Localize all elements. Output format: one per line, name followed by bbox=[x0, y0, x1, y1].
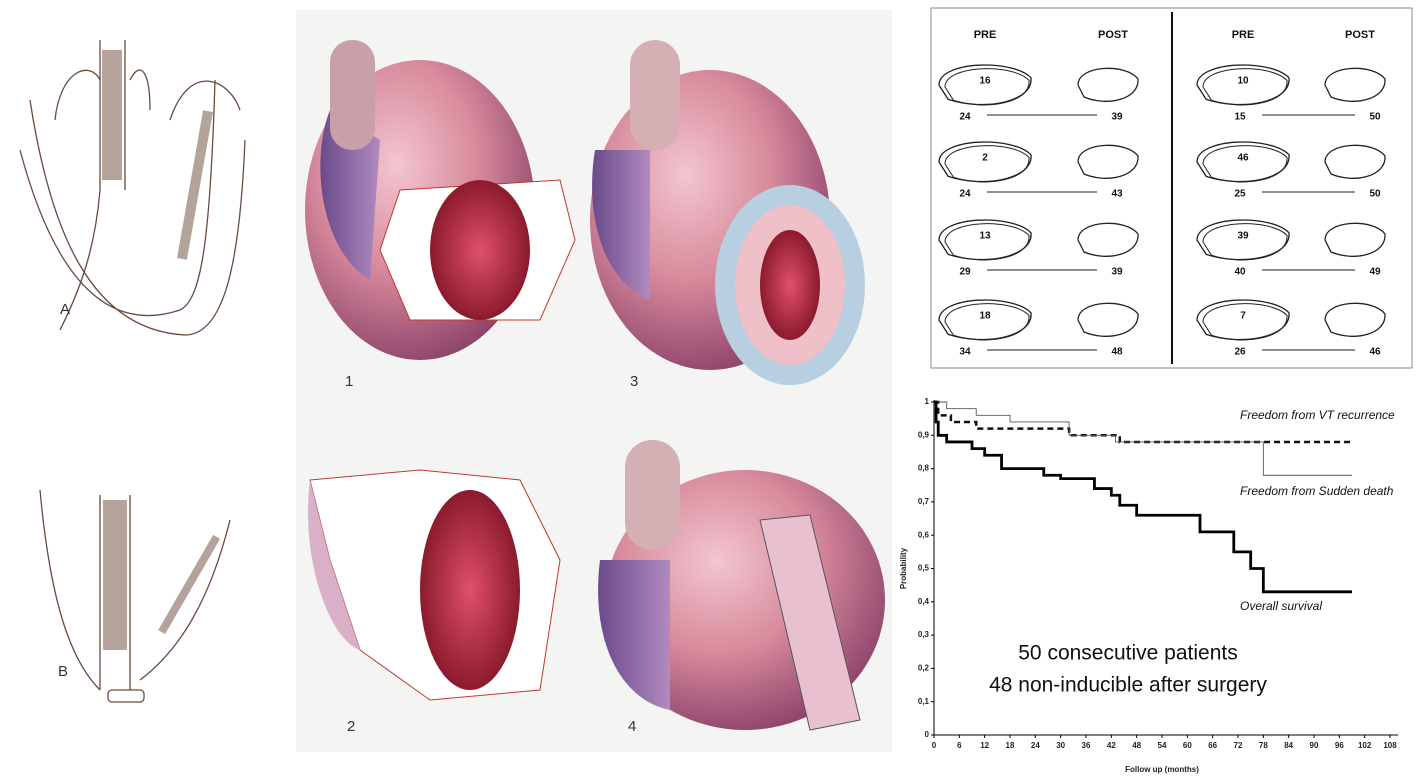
post-outline bbox=[1077, 302, 1139, 337]
panel-label: 1 bbox=[345, 373, 353, 390]
x-tick-label: 42 bbox=[1107, 741, 1116, 750]
y-tick-label: 0,9 bbox=[918, 430, 930, 439]
x-tick-label: 12 bbox=[980, 741, 989, 750]
pre-value: 25 bbox=[1234, 189, 1246, 200]
x-tick-label: 0 bbox=[932, 741, 937, 750]
y-axis-label: Probability bbox=[899, 547, 908, 589]
post-value: 49 bbox=[1369, 267, 1381, 278]
pre-value: 29 bbox=[959, 267, 971, 278]
y-tick-label: 0,1 bbox=[918, 697, 930, 706]
x-tick-label: 90 bbox=[1310, 741, 1319, 750]
post-outline bbox=[1324, 222, 1386, 257]
line-drawings bbox=[19, 40, 246, 703]
pre-outline bbox=[944, 145, 1030, 183]
post-outline bbox=[1077, 144, 1139, 179]
pre-value: 34 bbox=[959, 347, 971, 358]
x-tick-label: 78 bbox=[1259, 741, 1268, 750]
y-tick-label: 0,8 bbox=[918, 464, 930, 473]
x-tick-label: 102 bbox=[1358, 741, 1372, 750]
outlines: PRE POST 16 24 39 2 24 43 13 29 39 18 34 48 PRE POST 10 1… bbox=[938, 29, 1386, 358]
pre-outline bbox=[1202, 223, 1288, 261]
inner-value: 39 bbox=[1237, 231, 1249, 242]
inner-value: 10 bbox=[1237, 76, 1249, 87]
pre-outline bbox=[1202, 303, 1288, 341]
series-label: Overall survival bbox=[1240, 599, 1322, 613]
series-line bbox=[934, 400, 1352, 444]
inner-value: 13 bbox=[979, 231, 991, 242]
inner-value: 7 bbox=[1240, 311, 1246, 322]
panel-label: 3 bbox=[630, 373, 638, 390]
survival-chart: 0 0,1 0,2 0,3 0,4 0,5 0,6 0,7 0,8 0,9 1 0 6 12 18 24 30 3… bbox=[899, 397, 1398, 774]
pre-value: 15 bbox=[1234, 112, 1246, 123]
x-tick-label: 108 bbox=[1383, 741, 1397, 750]
pre-value: 24 bbox=[959, 189, 971, 200]
post-outline bbox=[1077, 222, 1139, 257]
y-tick-label: 0,4 bbox=[918, 597, 930, 606]
series-label: Freedom from VT recurrence bbox=[1240, 408, 1395, 422]
pre-outline bbox=[1202, 68, 1288, 106]
x-tick-label: 66 bbox=[1208, 741, 1217, 750]
y-tick-label: 0,6 bbox=[918, 530, 930, 539]
pre-outline bbox=[1202, 145, 1288, 183]
x-tick-label: 24 bbox=[1031, 741, 1040, 750]
x-tick-label: 60 bbox=[1183, 741, 1192, 750]
post-value: 39 bbox=[1111, 267, 1123, 278]
inner-value: 18 bbox=[979, 311, 991, 322]
annotation: 48 non-inducible after surgery bbox=[989, 674, 1267, 697]
x-tick-label: 48 bbox=[1132, 741, 1141, 750]
x-tick-label: 72 bbox=[1234, 741, 1243, 750]
annotation: 50 consecutive patients bbox=[1018, 642, 1237, 665]
series-line bbox=[934, 400, 1352, 594]
x-tick-label: 96 bbox=[1335, 741, 1344, 750]
panel-label: B bbox=[58, 663, 68, 680]
y-tick-label: 0,2 bbox=[918, 664, 930, 673]
series-label: Freedom from Sudden death bbox=[1240, 484, 1394, 498]
post-value: 46 bbox=[1369, 347, 1381, 358]
inner-value: 46 bbox=[1237, 153, 1249, 164]
column-header: PRE bbox=[1232, 29, 1255, 41]
column-header: POST bbox=[1345, 29, 1375, 41]
x-axis-label: Follow up (months) bbox=[1125, 765, 1199, 774]
post-value: 43 bbox=[1111, 189, 1123, 200]
pre-value: 26 bbox=[1234, 347, 1246, 358]
post-value: 50 bbox=[1369, 112, 1381, 123]
panel-label: 2 bbox=[347, 718, 355, 735]
post-outline bbox=[1324, 302, 1386, 337]
post-value: 48 bbox=[1111, 347, 1123, 358]
column-header: PRE bbox=[974, 29, 997, 41]
pre-value: 24 bbox=[959, 112, 971, 123]
y-tick-label: 0 bbox=[925, 730, 930, 739]
x-tick-label: 18 bbox=[1006, 741, 1015, 750]
column-header: POST bbox=[1098, 29, 1128, 41]
post-outline bbox=[1324, 144, 1386, 179]
y-tick-label: 0,7 bbox=[918, 497, 930, 506]
series-line bbox=[934, 401, 1352, 476]
illustrations bbox=[305, 40, 885, 731]
y-tick-label: 0,5 bbox=[918, 564, 930, 573]
post-outline bbox=[1077, 67, 1139, 102]
y-tick-label: 1 bbox=[925, 397, 930, 406]
pre-outline bbox=[944, 68, 1030, 106]
speckles bbox=[102, 50, 221, 650]
y-tick-label: 0,3 bbox=[918, 630, 930, 639]
x-tick-label: 30 bbox=[1056, 741, 1065, 750]
x-tick-label: 36 bbox=[1082, 741, 1091, 750]
pre-outline bbox=[944, 223, 1030, 261]
pre-value: 40 bbox=[1234, 267, 1246, 278]
panel-label: 4 bbox=[628, 718, 636, 735]
x-tick-label: 84 bbox=[1284, 741, 1293, 750]
pre-outline bbox=[944, 303, 1030, 341]
inner-value: 16 bbox=[979, 76, 991, 87]
post-value: 50 bbox=[1369, 189, 1381, 200]
post-outline bbox=[1324, 67, 1386, 102]
inner-value: 2 bbox=[982, 153, 988, 164]
x-tick-label: 54 bbox=[1158, 741, 1167, 750]
x-tick-label: 6 bbox=[957, 741, 962, 750]
post-value: 39 bbox=[1111, 112, 1123, 123]
panel-label: A bbox=[60, 301, 70, 318]
